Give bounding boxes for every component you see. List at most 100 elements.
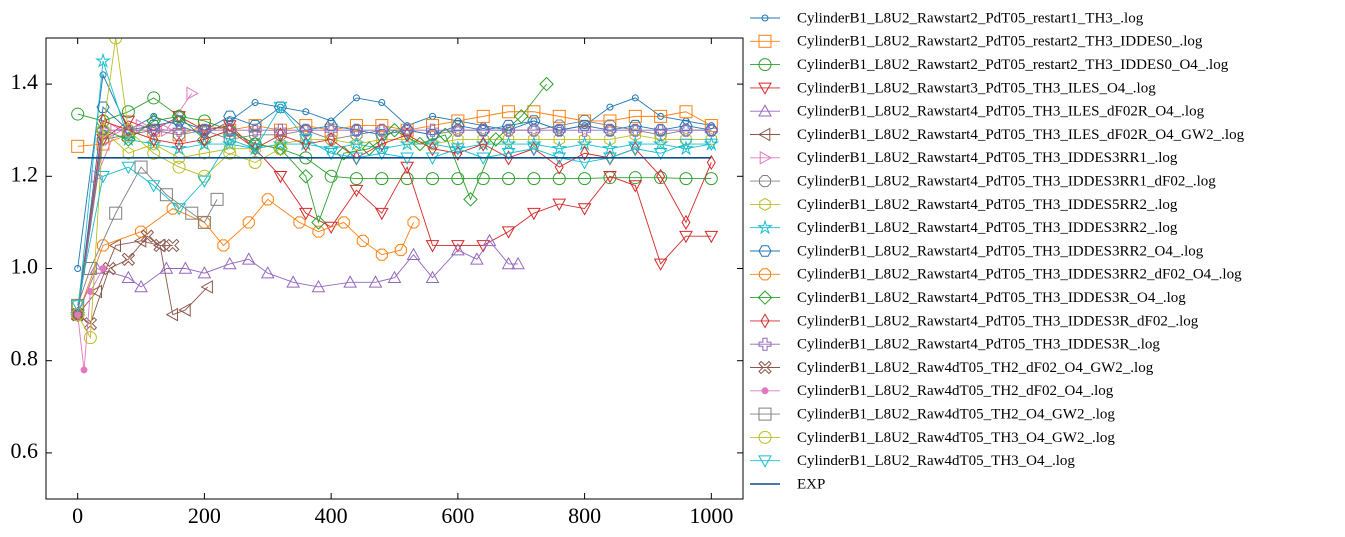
legend-marker <box>761 387 769 395</box>
data-point <box>603 171 617 184</box>
data-point <box>706 154 716 171</box>
data-point <box>525 135 542 151</box>
data-point <box>172 203 186 216</box>
data-point <box>312 225 325 238</box>
data-point <box>121 161 136 175</box>
legend-marker <box>760 313 770 329</box>
legend-label: EXP <box>797 476 825 492</box>
data-point <box>482 233 497 247</box>
data-point <box>224 142 236 156</box>
data-point <box>656 168 666 184</box>
data-point <box>274 137 287 151</box>
x-tick-label: 800 <box>568 503 601 528</box>
legend-marker <box>759 197 771 211</box>
legend-marker <box>758 34 772 48</box>
y-tick-label: 1.4 <box>11 69 39 94</box>
data-point <box>185 206 199 220</box>
data-point <box>135 225 148 238</box>
data-point <box>400 161 415 175</box>
legend-marker <box>757 290 773 305</box>
data-point <box>374 147 389 161</box>
data-point <box>451 119 465 132</box>
data-point <box>425 129 440 141</box>
data-point <box>527 115 541 127</box>
data-point <box>222 134 237 147</box>
data-point <box>603 119 616 132</box>
data-point <box>273 142 287 156</box>
data-point <box>95 52 111 68</box>
data-point <box>437 127 453 143</box>
data-point <box>553 119 566 132</box>
data-point <box>199 131 209 148</box>
data-point <box>653 258 668 271</box>
data-point <box>121 270 136 284</box>
data-point <box>463 192 478 207</box>
x-tick-label: 0 <box>72 503 83 528</box>
data-point <box>501 119 516 132</box>
legend-label: CylinderB1_L8U2_Rawstart4_PdT05_TH3_IDDE… <box>797 290 1186 306</box>
data-point <box>96 171 110 184</box>
data-point <box>298 168 314 184</box>
series-line <box>77 106 712 315</box>
data-point <box>197 215 211 229</box>
data-point <box>324 123 338 137</box>
data-point <box>578 119 592 132</box>
y-tick-label: 1.0 <box>11 254 39 279</box>
data-point <box>425 270 440 284</box>
data-point <box>704 123 718 137</box>
data-point <box>452 132 464 146</box>
data-point <box>704 172 718 186</box>
data-point <box>273 101 288 115</box>
data-point <box>223 146 237 160</box>
data-point <box>604 132 616 146</box>
data-point <box>551 140 568 156</box>
legend-label: CylinderB1_L8U2_Rawstart4_PdT05_TH3_IDDE… <box>797 337 1160 353</box>
data-point <box>628 123 642 137</box>
data-point <box>217 239 230 252</box>
data-point <box>628 143 643 156</box>
data-point <box>200 280 213 294</box>
data-point <box>248 123 262 137</box>
data-point <box>375 248 388 261</box>
data-point <box>83 317 98 331</box>
data-point <box>349 172 363 186</box>
data-point <box>513 109 529 124</box>
data-point <box>298 207 313 221</box>
data-point <box>631 94 639 102</box>
data-point <box>222 256 237 270</box>
data-point <box>406 247 421 260</box>
data-point <box>451 114 465 128</box>
legend-marker <box>757 127 771 142</box>
data-point <box>83 262 97 275</box>
data-point <box>374 207 389 221</box>
data-point <box>627 135 644 151</box>
x-tick-label: 1000 <box>689 503 733 528</box>
data-point <box>108 238 121 253</box>
data-point <box>96 123 110 137</box>
data-point <box>109 206 123 220</box>
data-point <box>178 303 191 317</box>
data-point <box>628 109 642 123</box>
data-point <box>528 132 540 146</box>
legend-marker <box>759 150 773 165</box>
data-point <box>603 123 617 137</box>
data-point <box>502 105 516 119</box>
data-point <box>286 275 300 288</box>
data-point <box>324 169 338 183</box>
data-point <box>174 136 184 152</box>
data-point <box>377 136 387 152</box>
data-point <box>552 198 567 211</box>
data-point <box>134 279 148 293</box>
legend-label: CylinderB1_L8U2_Rawstart2_PdT05_restart1… <box>797 10 1144 26</box>
data-point <box>478 136 488 152</box>
data-point <box>527 123 541 137</box>
series-line <box>77 240 208 316</box>
data-point <box>349 123 363 137</box>
data-point <box>121 115 136 129</box>
data-point <box>504 150 514 166</box>
data-point <box>501 256 516 270</box>
data-point <box>424 135 441 151</box>
data-point <box>578 114 591 128</box>
legend-label: CylinderB1_L8U2_Raw4dT05_TH2_dF02_O4_GW2… <box>797 360 1154 376</box>
data-point <box>527 143 541 156</box>
